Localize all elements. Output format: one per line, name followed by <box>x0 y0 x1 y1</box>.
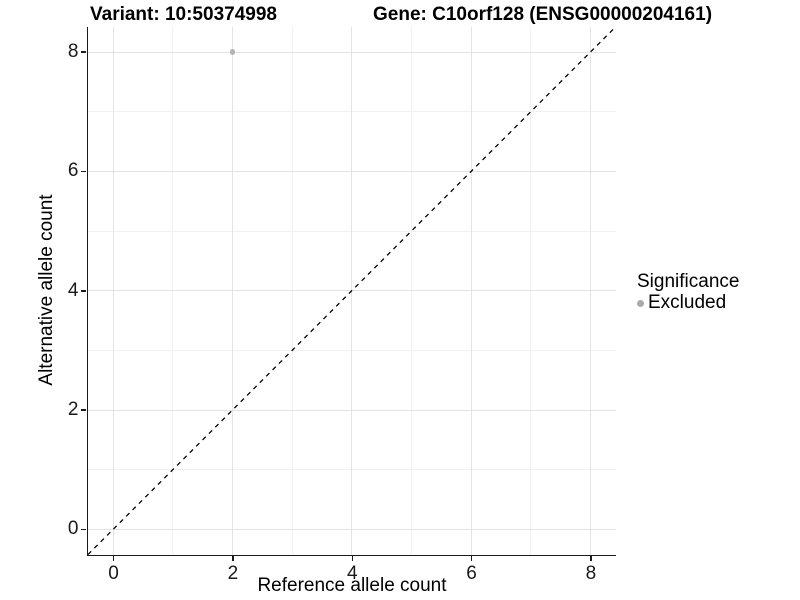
y-tick-label: 6 <box>67 160 79 182</box>
y-tick <box>80 409 86 411</box>
legend-point-icon <box>637 299 644 307</box>
y-tick <box>80 170 86 173</box>
y-tick <box>80 51 86 53</box>
legend: Significance Excluded <box>637 271 739 314</box>
legend-item-excluded: Excluded <box>637 292 739 314</box>
y-tick-label: 2 <box>67 399 79 421</box>
x-tick <box>112 556 115 561</box>
y-tick-label: 8 <box>67 41 79 63</box>
y-tick <box>80 528 86 531</box>
h-gridline-major <box>88 51 616 53</box>
h-gridline-major <box>88 528 616 530</box>
h-gridline-major <box>88 409 616 411</box>
x-tick-label: 0 <box>108 562 119 584</box>
x-tick-label: 8 <box>585 562 597 584</box>
gene-title: Gene: C10orf128 (ENSG00000204161) <box>373 4 713 25</box>
x-tick <box>590 556 592 561</box>
legend-title: Significance <box>637 271 740 292</box>
x-tick-label: 4 <box>346 562 358 584</box>
y-tick-label: 4 <box>67 279 79 301</box>
x-tick-label: 6 <box>466 562 477 584</box>
y-tick-label: 0 <box>67 518 79 540</box>
x-axis-title: Reference allele count <box>257 575 447 596</box>
h-gridline-major <box>88 170 616 172</box>
data-point <box>229 49 236 55</box>
variant-title: Variant: 10:50374998 <box>90 4 277 25</box>
x-tick <box>470 556 473 561</box>
x-tick-label: 2 <box>227 562 239 584</box>
legend-item-label: Excluded <box>648 292 727 313</box>
x-tick <box>232 556 234 561</box>
y-tick <box>80 290 86 292</box>
x-tick <box>351 556 353 561</box>
plot-panel <box>87 27 616 556</box>
identity-line <box>88 27 616 555</box>
